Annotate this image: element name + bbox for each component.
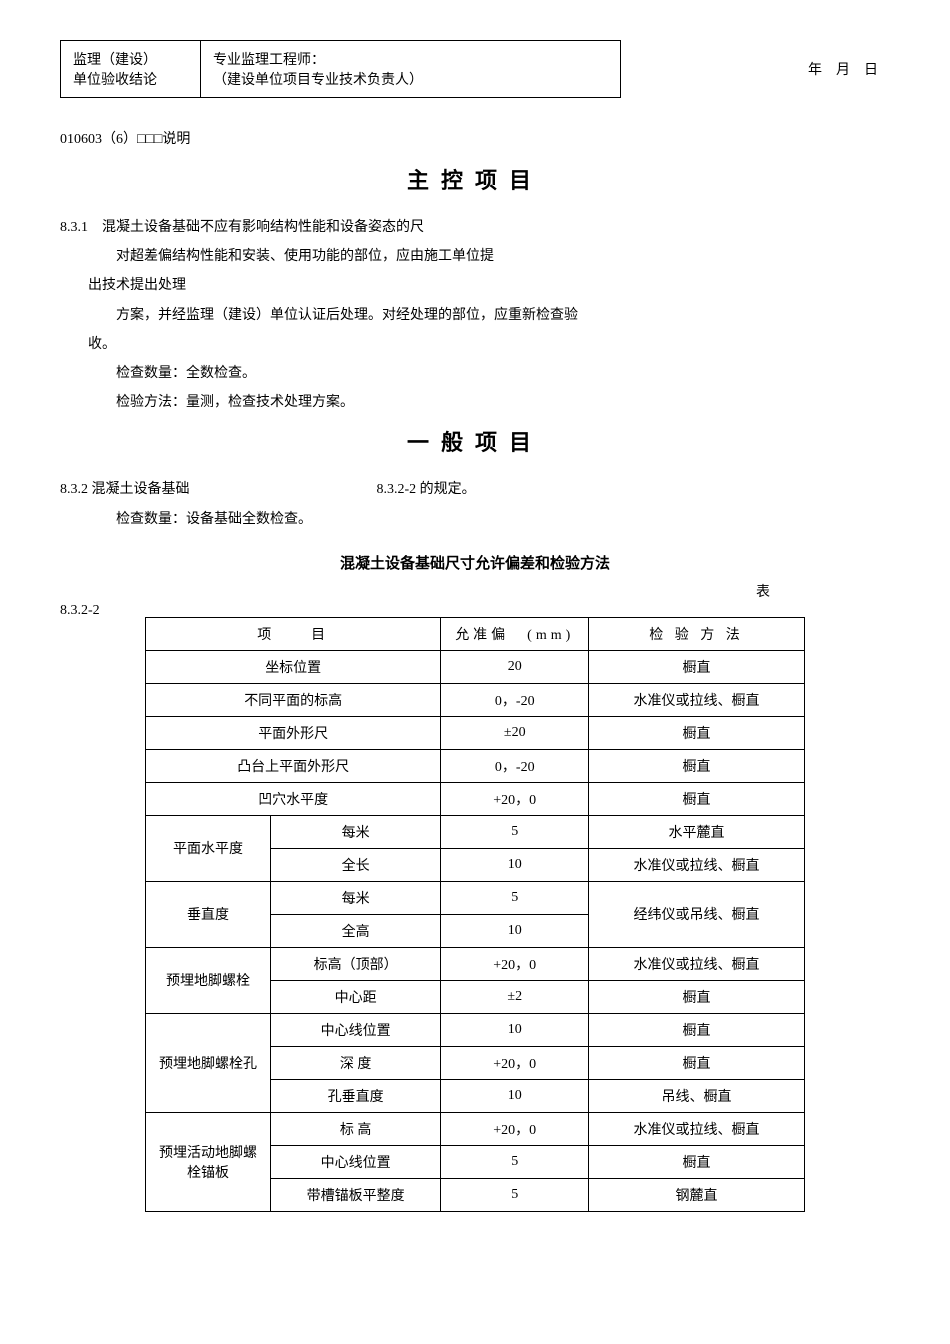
cell1-line1: 监理（建设） bbox=[73, 53, 157, 68]
cell-method: 橱直 bbox=[589, 1145, 805, 1178]
cell-item: 凹穴水平度 bbox=[146, 782, 441, 815]
cell-item: 不同平面的标高 bbox=[146, 683, 441, 716]
para-8-3-1-b: 对超差偏结构性能和安装、使用功能的部位，应由施工单位提 bbox=[60, 244, 890, 269]
general-title: 一般项目 bbox=[60, 425, 890, 457]
cell-tol: 5 bbox=[441, 881, 589, 914]
cell-item: 垂直度 bbox=[146, 881, 271, 947]
cell-method: 钢麓直 bbox=[589, 1178, 805, 1211]
page-container: 监理（建设） 单位验收结论 专业监理工程师： （建设单位项目专业技术负责人） 年… bbox=[60, 40, 890, 1212]
cell-tol: +20，0 bbox=[441, 782, 589, 815]
table-row: 平面水平度 每米 5 水平麓直 bbox=[146, 815, 805, 848]
cell-method: 水准仪或拉线、橱直 bbox=[589, 947, 805, 980]
table-row: 凸台上平面外形尺 0，-20 橱直 bbox=[146, 749, 805, 782]
table-row: 平面外形尺 ±20 橱直 bbox=[146, 716, 805, 749]
cell-item: 预埋地脚螺栓孔 bbox=[146, 1013, 271, 1112]
cell-method: 水准仪或拉线、橱直 bbox=[589, 848, 805, 881]
cell-sub: 中心线位置 bbox=[270, 1145, 440, 1178]
th-item: 项 目 bbox=[146, 617, 441, 650]
cell-method: 橱直 bbox=[589, 980, 805, 1013]
table-row: 不同平面的标高 0，-20 水准仪或拉线、橱直 bbox=[146, 683, 805, 716]
cell-sub: 每米 bbox=[270, 815, 440, 848]
date-label: 年 月 日 bbox=[808, 63, 878, 78]
cell-sub: 带槽锚板平整度 bbox=[270, 1178, 440, 1211]
cell-item: 预埋地脚螺栓 bbox=[146, 947, 271, 1013]
cell-tol: 10 bbox=[441, 848, 589, 881]
cell-method: 橱直 bbox=[589, 650, 805, 683]
para-8-3-2-qty: 检查数量：设备基础全数检查。 bbox=[60, 507, 890, 532]
cell-item: 平面外形尺 bbox=[146, 716, 441, 749]
cell-method: 水准仪或拉线、橱直 bbox=[589, 683, 805, 716]
table-row: 凹穴水平度 +20，0 橱直 bbox=[146, 782, 805, 815]
date-cell: 年 月 日 bbox=[621, 41, 891, 98]
para-check-method: 检验方法：量测，检查技术处理方案。 bbox=[60, 390, 890, 415]
cell-sub: 孔垂直度 bbox=[270, 1079, 440, 1112]
cell-sub: 全长 bbox=[270, 848, 440, 881]
cell-tol: 5 bbox=[441, 1178, 589, 1211]
para-8-3-1-a: 8.3.1 混凝土设备基础不应有影响结构性能和设备姿态的尺 bbox=[60, 215, 890, 240]
para-8-3-2-a: 8.3.2 混凝土设备基础 bbox=[60, 482, 190, 497]
cell-method: 橱直 bbox=[589, 716, 805, 749]
cell-sub: 中心线位置 bbox=[270, 1013, 440, 1046]
table-row: 预埋地脚螺栓 标高（顶部） +20，0 水准仪或拉线、橱直 bbox=[146, 947, 805, 980]
table-caption: 混凝土设备基础尺寸允许偏差和检验方法 bbox=[60, 552, 890, 573]
cell-tol: ±20 bbox=[441, 716, 589, 749]
cell-item: 坐标位置 bbox=[146, 650, 441, 683]
cell-tol: +20，0 bbox=[441, 1046, 589, 1079]
tolerance-table: 项 目 允准偏 (mm) 检 验 方 法 坐标位置 20 橱直 不同平面的标高 … bbox=[145, 617, 805, 1212]
cell-method: 橱直 bbox=[589, 782, 805, 815]
cell-method: 橱直 bbox=[589, 1046, 805, 1079]
table-row: 坐标位置 20 橱直 bbox=[146, 650, 805, 683]
cell-item: 预埋活动地脚螺栓锚板 bbox=[146, 1112, 271, 1211]
table-row: 预埋地脚螺栓孔 中心线位置 10 橱直 bbox=[146, 1013, 805, 1046]
para-check-qty: 检查数量：全数检查。 bbox=[60, 361, 890, 386]
cell-tol: 5 bbox=[441, 1145, 589, 1178]
header-box: 监理（建设） 单位验收结论 专业监理工程师： （建设单位项目专业技术负责人） 年… bbox=[60, 40, 890, 98]
cell-sub: 标 高 bbox=[270, 1112, 440, 1145]
supervision-label: 监理（建设） 单位验收结论 bbox=[61, 41, 201, 98]
cell-tol: 10 bbox=[441, 1079, 589, 1112]
cell-tol: +20，0 bbox=[441, 1112, 589, 1145]
main-control-title: 主控项目 bbox=[60, 163, 890, 195]
table-code-right: 表 bbox=[60, 581, 890, 601]
cell-method: 经纬仪或吊线、橱直 bbox=[589, 881, 805, 947]
table-row: 预埋活动地脚螺栓锚板 标 高 +20，0 水准仪或拉线、橱直 bbox=[146, 1112, 805, 1145]
para-8-3-1-d: 方案，并经监理（建设）单位认证后处理。对经处理的部位，应重新检查验 bbox=[60, 303, 890, 328]
cell-item: 凸台上平面外形尺 bbox=[146, 749, 441, 782]
th-tolerance: 允准偏 (mm) bbox=[441, 617, 589, 650]
cell-method: 水准仪或拉线、橱直 bbox=[589, 1112, 805, 1145]
para-8-3-1-e: 收。 bbox=[60, 332, 890, 357]
cell-method: 水平麓直 bbox=[589, 815, 805, 848]
cell-sub: 深 度 bbox=[270, 1046, 440, 1079]
cell-method: 吊线、橱直 bbox=[589, 1079, 805, 1112]
table-header-row: 项 目 允准偏 (mm) 检 验 方 法 bbox=[146, 617, 805, 650]
cell-sub: 每米 bbox=[270, 881, 440, 914]
cell-tol: +20，0 bbox=[441, 947, 589, 980]
cell-tol: 10 bbox=[441, 1013, 589, 1046]
cell-sub: 标高（顶部） bbox=[270, 947, 440, 980]
cell-sub: 全高 bbox=[270, 914, 440, 947]
para-8-3-1-c: 出技术提出处理 bbox=[60, 273, 890, 298]
cell-tol: 20 bbox=[441, 650, 589, 683]
cell1-line2: 单位验收结论 bbox=[73, 73, 157, 88]
table-row: 垂直度 每米 5 经纬仪或吊线、橱直 bbox=[146, 881, 805, 914]
cell-tol: 0，-20 bbox=[441, 683, 589, 716]
cell-tol: 0，-20 bbox=[441, 749, 589, 782]
para-8-3-2: 8.3.2 混凝土设备基础 8.3.2-2 的规定。 bbox=[60, 477, 890, 502]
cell2-line2: （建设单位项目专业技术负责人） bbox=[213, 73, 423, 88]
section-code: 010603（6）□□□说明 bbox=[60, 128, 890, 148]
cell-item: 平面水平度 bbox=[146, 815, 271, 881]
para-8-3-2-b: 8.3.2-2 的规定。 bbox=[377, 482, 476, 497]
engineer-label: 专业监理工程师： （建设单位项目专业技术负责人） bbox=[201, 41, 621, 98]
cell-tol: 10 bbox=[441, 914, 589, 947]
cell-method: 橱直 bbox=[589, 749, 805, 782]
cell2-line1: 专业监理工程师： bbox=[213, 53, 325, 68]
cell-tol: ±2 bbox=[441, 980, 589, 1013]
cell-sub: 中心距 bbox=[270, 980, 440, 1013]
cell-method: 橱直 bbox=[589, 1013, 805, 1046]
cell-tol: 5 bbox=[441, 815, 589, 848]
th-method: 检 验 方 法 bbox=[589, 617, 805, 650]
